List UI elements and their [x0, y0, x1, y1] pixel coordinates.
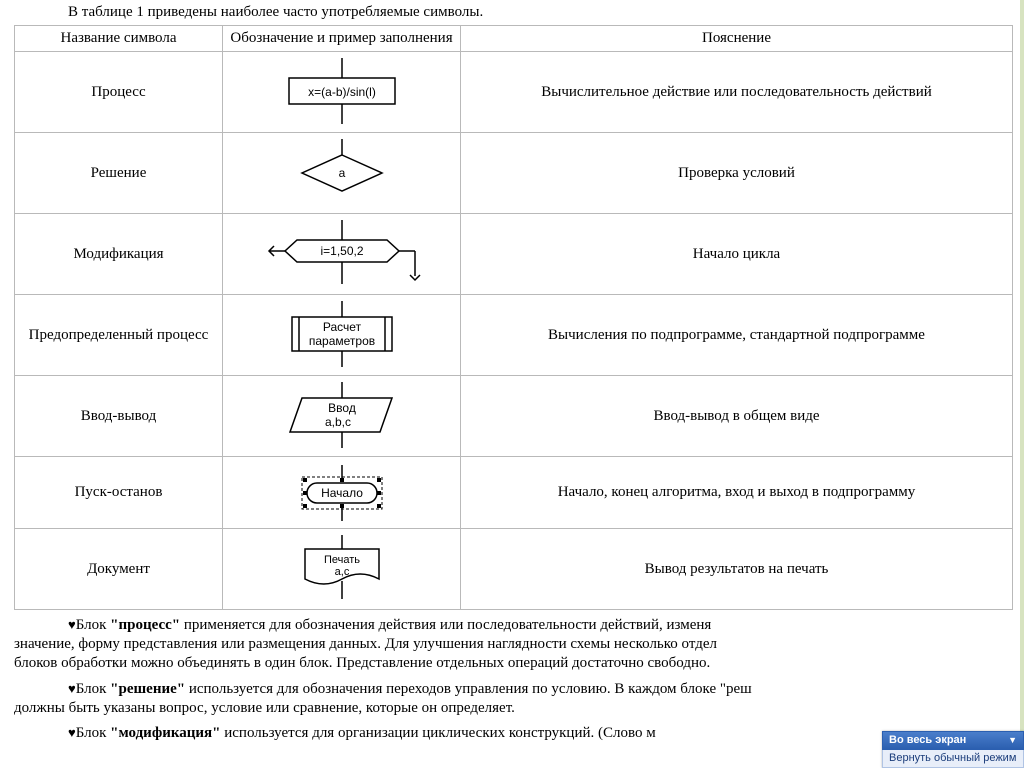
cell-symbol: a да нет: [223, 133, 461, 214]
document-page: В таблице 1 приведены наиболее часто упо…: [0, 0, 1024, 743]
right-edge-strip: [1020, 0, 1024, 768]
paragraph-process: ♥Блок "процесс" применяется для обозначе…: [14, 616, 1010, 674]
paragraph-decision: ♥Блок "решение" используется для обознач…: [14, 680, 1010, 718]
cell-name: Ввод-вывод: [15, 376, 223, 457]
paragraph-modification: ♥Блок "модификация" используется для орг…: [14, 724, 1010, 743]
th-explanation: Пояснение: [461, 26, 1013, 52]
cell-name: Пуск-останов: [15, 457, 223, 529]
cell-symbol: x=(a-b)/sin(l): [223, 52, 461, 133]
cell-symbol: Печать a,c: [223, 529, 461, 610]
symbols-table: Название символа Обозначение и пример за…: [14, 25, 1013, 610]
cell-name: Модификация: [15, 214, 223, 295]
heart-icon: ♥: [68, 617, 76, 632]
cell-desc: Вычислительное действие или последовател…: [461, 52, 1013, 133]
cell-name: Документ: [15, 529, 223, 610]
table-row: Пуск-останов Начало Начало, конец алгори…: [15, 457, 1013, 529]
cell-desc: Проверка условий: [461, 133, 1013, 214]
svg-text:Печать: Печать: [323, 554, 359, 566]
cell-desc: Ввод-вывод в общем виде: [461, 376, 1013, 457]
svg-text:a: a да нет: [338, 166, 345, 180]
cell-desc: Начало цикла: [461, 214, 1013, 295]
toolbar-title: Во весь экран: [889, 735, 966, 746]
th-notation: Обозначение и пример заполнения: [223, 26, 461, 52]
table-row: Предопределенный процесс Расчет параметр…: [15, 295, 1013, 376]
th-name: Название символа: [15, 26, 223, 52]
chevron-down-icon: ▼: [1008, 736, 1017, 745]
cell-name: Решение: [15, 133, 223, 214]
cell-name: Предопределенный процесс: [15, 295, 223, 376]
table-row: Решение a да нет Проверка условий: [15, 133, 1013, 214]
cell-desc: Вычисления по подпрограмме, стандартной …: [461, 295, 1013, 376]
heart-icon: ♥: [68, 681, 76, 696]
cell-symbol: Расчет параметров: [223, 295, 461, 376]
cell-desc: Начало, конец алгоритма, вход и выход в …: [461, 457, 1013, 529]
heart-icon: ♥: [68, 725, 76, 740]
cell-symbol: i=1,50,2: [223, 214, 461, 295]
svg-text:Ввод: Ввод: [328, 401, 356, 415]
intro-text: В таблице 1 приведены наиболее часто упо…: [68, 4, 1010, 21]
cell-name: Процесс: [15, 52, 223, 133]
table-row: Процесс x=(a-b)/sin(l) Вычислительное де…: [15, 52, 1013, 133]
table-row: Модификация i=1,50,2 Начало цикла: [15, 214, 1013, 295]
svg-text:x=(a-b)/sin(l): x=(a-b)/sin(l): [308, 85, 376, 99]
svg-text:Начало: Начало: [321, 486, 363, 500]
svg-text:a,c: a,c: [334, 566, 349, 578]
fullscreen-toolbar: Во весь экран ▼ Вернуть обычный режим: [882, 731, 1024, 768]
cell-symbol: Ввод a,b,c: [223, 376, 461, 457]
cell-symbol: Начало: [223, 457, 461, 529]
svg-text:a,b,c: a,b,c: [324, 415, 350, 429]
svg-text:i=1,50,2: i=1,50,2: [320, 244, 363, 258]
table-row: Документ Печать a,c Вывод результатов на…: [15, 529, 1013, 610]
toolbar-link[interactable]: Вернуть обычный режим: [882, 750, 1024, 768]
table-row: Ввод-вывод Ввод a,b,c Ввод-вывод в общем…: [15, 376, 1013, 457]
svg-text:параметров: параметров: [308, 334, 374, 348]
cell-desc: Вывод результатов на печать: [461, 529, 1013, 610]
table-header-row: Название символа Обозначение и пример за…: [15, 26, 1013, 52]
toolbar-header[interactable]: Во весь экран ▼: [882, 731, 1024, 750]
svg-text:Расчет: Расчет: [322, 320, 361, 334]
